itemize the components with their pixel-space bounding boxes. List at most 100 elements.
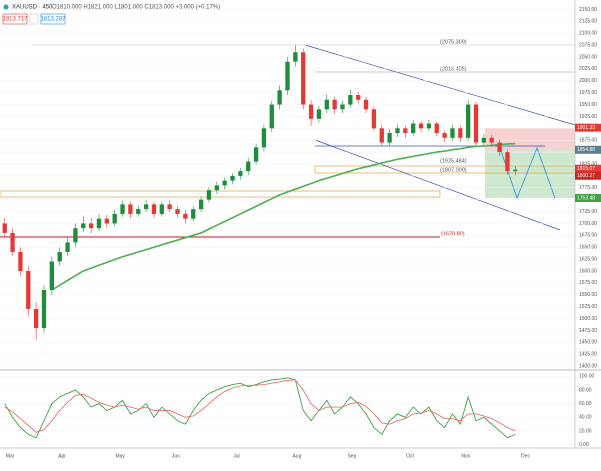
candle-body xyxy=(41,290,47,329)
price-label-box xyxy=(575,145,601,154)
candle-body xyxy=(513,169,518,172)
plot xyxy=(0,9,575,445)
candle-body xyxy=(151,204,157,214)
candle-body xyxy=(26,270,31,310)
sell-button[interactable] xyxy=(2,13,28,25)
price-label-box xyxy=(575,193,601,202)
candle-body xyxy=(442,133,447,138)
x-tick-label: May xyxy=(115,453,125,459)
annotation: (2016.405) xyxy=(440,66,467,72)
channel-line xyxy=(314,139,561,231)
y-tick-label: 1975.00 xyxy=(579,90,597,96)
y-tick-label: 1775.00 xyxy=(579,185,597,191)
candle-body xyxy=(191,209,196,219)
candle-body xyxy=(10,232,15,252)
buy-button[interactable] xyxy=(40,13,66,25)
candle-body xyxy=(2,223,7,233)
candle-body xyxy=(481,137,487,143)
symbol-icon xyxy=(3,4,9,10)
candle-body xyxy=(49,261,55,291)
candle-body xyxy=(253,147,259,162)
candle-body xyxy=(33,309,39,329)
price-label-box xyxy=(575,171,601,180)
spread xyxy=(29,13,39,25)
candle-body xyxy=(426,123,432,129)
candle-body xyxy=(206,190,212,200)
candle-body xyxy=(379,128,384,143)
candle-body xyxy=(371,109,377,129)
x-tick-label: Oct xyxy=(406,453,414,459)
y-tick-label: 1875.00 xyxy=(579,138,597,144)
y-tick-label: 1575.00 xyxy=(579,280,597,286)
y-tick-label: 2000.00 xyxy=(579,78,597,84)
annotation: (1807.000) xyxy=(440,167,467,173)
price-label: 1753.48 xyxy=(577,195,595,201)
y-tick-label: 0.00 xyxy=(579,442,589,448)
y-tick-label: 1425.00 xyxy=(579,352,597,358)
y-tick-label: 1550.00 xyxy=(579,292,597,298)
candle-body xyxy=(316,109,322,119)
sell-price[interactable]: 1813.717 xyxy=(2,17,28,23)
candle-body xyxy=(143,204,149,210)
candle-body xyxy=(340,104,345,110)
line-series xyxy=(4,377,516,439)
candle-body xyxy=(277,90,282,105)
x-tick-label: Nov xyxy=(461,453,470,459)
candle-body xyxy=(183,213,188,219)
candle-body xyxy=(104,218,109,224)
candle-body xyxy=(246,161,251,172)
candle-body xyxy=(57,251,62,262)
candle-body xyxy=(73,228,78,243)
x-tick-label: Dec xyxy=(521,453,530,459)
x-tick-label: Jun xyxy=(172,453,180,459)
line-series xyxy=(51,142,516,291)
y-tick-label: 1675.00 xyxy=(579,233,597,239)
candle-body xyxy=(293,52,298,62)
buy-price[interactable]: 1813.287 xyxy=(40,17,66,23)
y-tick-label: 1625.00 xyxy=(579,256,597,262)
price-label: 1815.07 xyxy=(577,166,595,172)
price-label: 1854.88 xyxy=(577,147,595,153)
y-tick-label: 20.00 xyxy=(579,428,592,434)
candle-body xyxy=(418,123,424,129)
candle-body xyxy=(167,204,172,210)
y-tick-label: 2050.00 xyxy=(579,54,597,60)
price-label: 1800.27 xyxy=(577,173,595,179)
zone-box xyxy=(0,190,441,198)
y-tick-label: 1925.00 xyxy=(579,114,597,120)
y-tick-label: 1500.00 xyxy=(579,316,597,322)
candle-body xyxy=(458,128,463,138)
y-tick-label: 1725.00 xyxy=(579,209,597,215)
y-tick-label: 1650.00 xyxy=(579,245,597,251)
candle-body xyxy=(81,223,86,229)
candle-body xyxy=(112,213,117,224)
x-tick-label: Sep xyxy=(347,453,356,459)
y-tick-label: 1400.00 xyxy=(579,363,597,369)
candle-body xyxy=(222,180,227,186)
candle-body xyxy=(403,128,408,134)
y-tick-label: 1700.00 xyxy=(579,221,597,227)
x-tick-label: Aug xyxy=(292,453,301,459)
candle-body xyxy=(473,104,479,143)
y-tick-label: 40.00 xyxy=(579,415,592,421)
price-label-box xyxy=(575,164,601,173)
candle-body xyxy=(175,209,180,214)
candle-body xyxy=(261,128,267,148)
candle-body xyxy=(136,209,141,214)
y-tick-label: 2100.00 xyxy=(579,31,597,37)
candle-body xyxy=(269,104,274,129)
candle-body xyxy=(411,123,416,134)
candle-body xyxy=(18,251,23,271)
y-tick-label: 60.00 xyxy=(579,401,592,407)
y-tick-label: 1950.00 xyxy=(579,102,597,108)
projection-path xyxy=(499,146,556,200)
annotation: (2075.309) xyxy=(440,39,467,45)
candle-body xyxy=(96,218,102,229)
candle-body xyxy=(450,128,455,138)
candle-body xyxy=(230,175,235,181)
candle-body xyxy=(505,152,510,172)
candle-body xyxy=(285,61,290,91)
price-label: 1901.33 xyxy=(577,125,595,131)
